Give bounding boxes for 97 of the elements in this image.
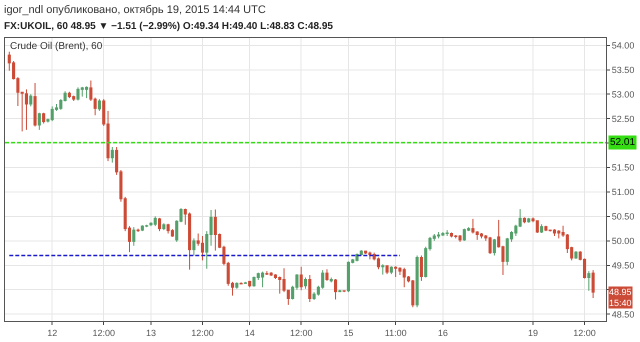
candlestick: [300, 266, 303, 291]
text: 15:40: [609, 298, 632, 308]
candlestick: [446, 230, 449, 236]
candlestick: [98, 98, 101, 112]
x-tick-label: 12:00: [191, 328, 214, 338]
candlestick: [557, 230, 560, 239]
candlestick: [248, 280, 252, 288]
candlestick: [420, 255, 423, 282]
x-tick-label: 14: [244, 328, 255, 338]
candlestick: [441, 232, 444, 236]
y-tick-label: 50.50: [612, 212, 634, 222]
x-tick-label: 12: [47, 328, 58, 338]
candlestick: [527, 217, 530, 224]
candlestick: [458, 234, 462, 242]
candlestick: [29, 94, 32, 107]
candlestick: [188, 212, 192, 270]
candlestick: [325, 268, 329, 282]
candlestick: [72, 95, 76, 102]
candlestick: [381, 264, 384, 276]
x-tick-label: 13: [146, 328, 156, 338]
candlestick: [462, 228, 466, 242]
candlestick: [394, 266, 398, 278]
annotation: Crude Oil (Brent), 60: [10, 41, 103, 52]
y-tick-label: 48.50: [612, 309, 634, 320]
candlestick: [240, 282, 243, 285]
y-tick-label: 53.00: [612, 89, 634, 100]
candlestick: [454, 234, 458, 239]
candlestick: [574, 250, 578, 260]
candlestick: [24, 88, 28, 130]
candlestick: [536, 220, 539, 234]
candlestick: [492, 238, 496, 256]
candlestick: [548, 229, 552, 232]
candlestick: [166, 223, 170, 234]
candlestick: [50, 106, 54, 122]
y-tick-label: 52.50: [612, 114, 634, 124]
candlestick: [145, 224, 148, 228]
x-tick-label: 12:00: [290, 328, 312, 338]
candlestick: [386, 264, 389, 275]
x-tick-label: 15: [343, 328, 354, 338]
candlestick: [132, 226, 136, 246]
candlestick: [304, 277, 308, 290]
candlestick: [200, 235, 204, 261]
annotation: 48.95: [609, 287, 632, 297]
candlestick: [587, 270, 590, 292]
candlestick: [552, 228, 556, 236]
candlestick: [411, 279, 414, 308]
x-tick-label: 12:00: [573, 328, 596, 338]
candlestick: [480, 232, 484, 239]
candlestick: [162, 222, 166, 231]
candlestick: [136, 228, 140, 233]
y-tick-label: 50.00: [612, 236, 634, 246]
candlestick: [265, 270, 268, 276]
candlestick: [192, 238, 196, 256]
ref-line-label: 52.01: [610, 137, 636, 148]
x-tick-label: 12:00: [92, 328, 116, 338]
y-tick-label: 49.50: [612, 260, 634, 270]
candlestick: [416, 255, 419, 308]
y-tick-label: 51.00: [612, 187, 634, 198]
chart-title: igor_ndl опубликовано, октябрь 19, 2015 14:44 UTC: [4, 4, 266, 16]
candlestick: [390, 266, 393, 275]
candlestick: [450, 232, 454, 238]
candlestick: [330, 277, 333, 283]
candlestick: [235, 282, 238, 290]
candlestick: [342, 290, 346, 293]
candlestick: [402, 267, 406, 288]
candlestick: [376, 256, 380, 270]
candlestick: [42, 112, 46, 124]
candlestick: [544, 225, 548, 232]
x-tick-label: 11:00: [384, 328, 407, 338]
candlestick: [110, 146, 114, 164]
candlestick: [140, 224, 144, 232]
candlestick: [214, 209, 217, 252]
candlestick: [488, 236, 492, 255]
x-tick-label: 19: [528, 328, 538, 338]
candlestick: [68, 91, 71, 99]
candlestick: [38, 112, 41, 130]
candlestick: [522, 216, 526, 224]
candlestick: [158, 217, 162, 232]
candlestick: [334, 278, 338, 300]
candlestick: [76, 86, 80, 102]
candlestick: [154, 216, 157, 227]
candlestick: [592, 270, 595, 299]
x-tick-label: 16: [438, 328, 448, 338]
y-tick-label: 53.50: [612, 64, 634, 75]
candlestick: [540, 224, 544, 234]
candlestick: [34, 82, 37, 127]
candlestick: [368, 251, 372, 260]
candlestick: [355, 253, 359, 262]
candlestick: [308, 274, 312, 302]
y-tick-label: 51.50: [612, 162, 634, 173]
y-tick-label: 54.00: [612, 40, 634, 50]
chart-subtitle: FX:UKOIL, 60 48.95 ▼ −1.51 (−2.99%) O:49.34 H:49.40 L:48.83 C:48.95: [4, 21, 334, 32]
candlestick: [270, 272, 273, 277]
candlestick: [80, 86, 84, 98]
candlestick: [244, 281, 247, 284]
candlestick: [338, 289, 342, 293]
candlestick: [252, 276, 256, 288]
